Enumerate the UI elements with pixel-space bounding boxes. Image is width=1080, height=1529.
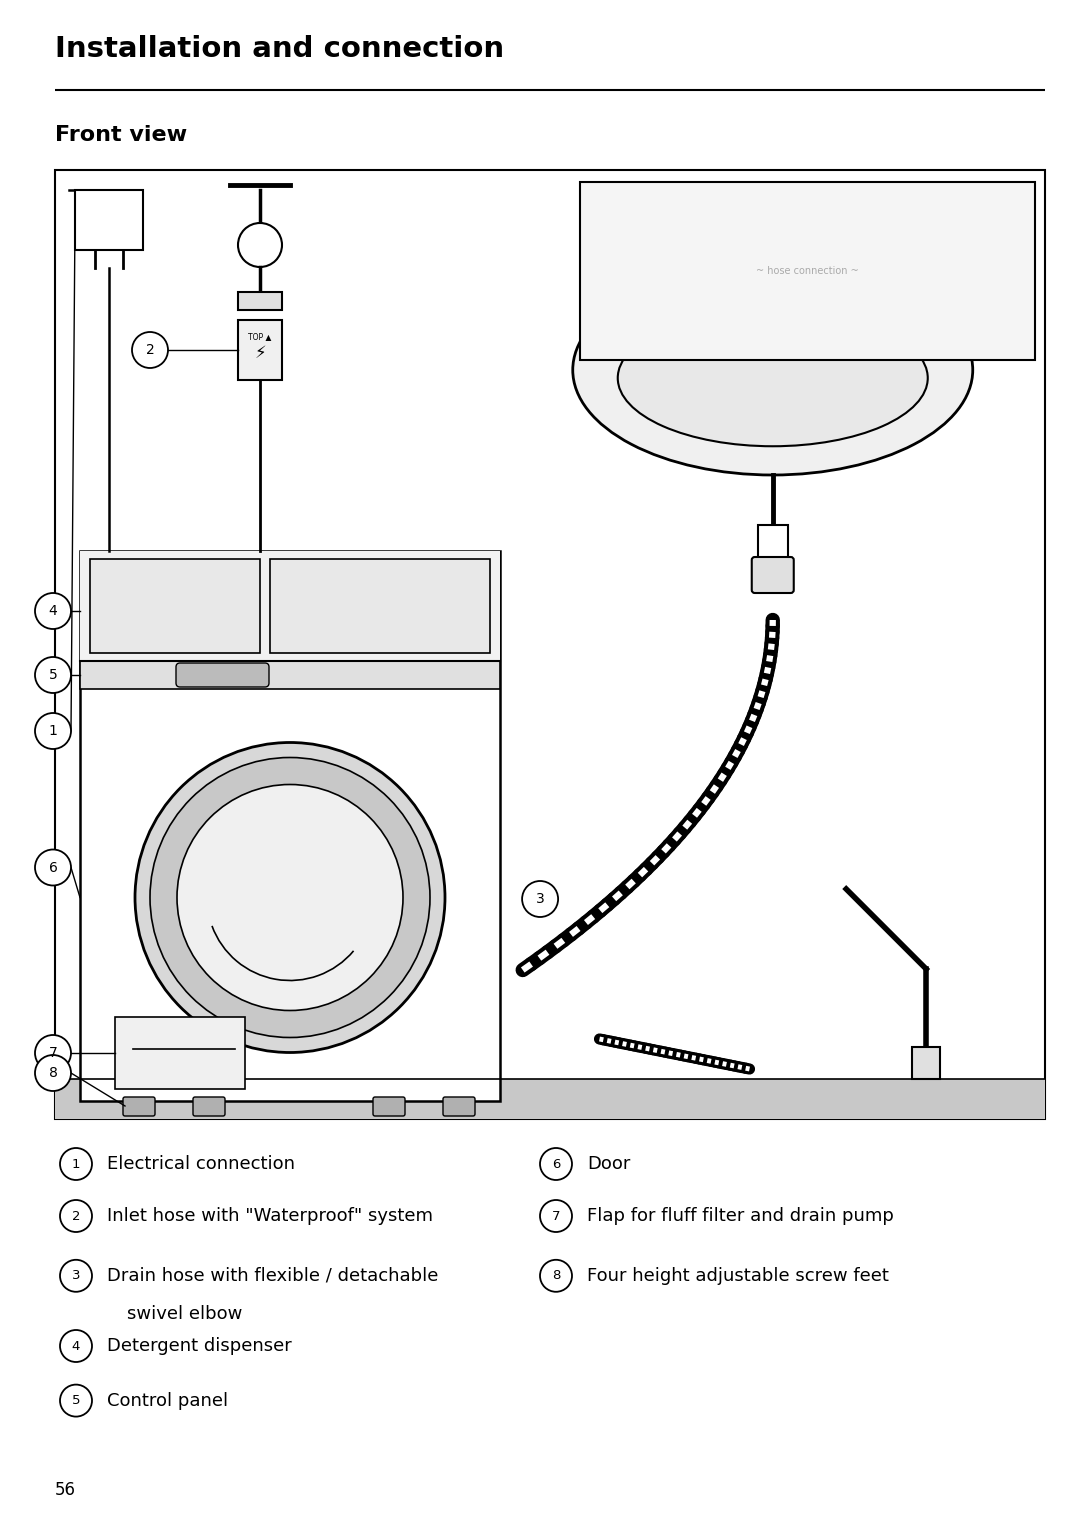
Text: 7: 7	[552, 1209, 561, 1223]
Text: Installation and connection: Installation and connection	[55, 35, 504, 63]
FancyBboxPatch shape	[238, 320, 282, 381]
Circle shape	[35, 1055, 71, 1092]
Circle shape	[132, 332, 168, 368]
FancyBboxPatch shape	[752, 557, 794, 593]
Text: 8: 8	[552, 1269, 561, 1283]
Text: Electrical connection: Electrical connection	[107, 1154, 295, 1173]
Bar	[80, 661, 500, 690]
Circle shape	[35, 713, 71, 749]
Bar	[55, 1079, 1045, 1119]
Text: 2: 2	[71, 1209, 80, 1223]
Circle shape	[177, 784, 403, 1011]
Text: 3: 3	[71, 1269, 80, 1283]
FancyBboxPatch shape	[443, 1096, 475, 1116]
Ellipse shape	[618, 310, 928, 446]
Circle shape	[238, 223, 282, 268]
Text: 6: 6	[49, 861, 57, 875]
Text: ⚡: ⚡	[254, 344, 266, 362]
FancyBboxPatch shape	[176, 664, 269, 687]
Text: Control panel: Control panel	[107, 1391, 228, 1410]
Text: TOP ▲: TOP ▲	[248, 332, 272, 341]
Circle shape	[60, 1148, 92, 1180]
Ellipse shape	[572, 265, 973, 476]
Circle shape	[60, 1330, 92, 1362]
Bar	[913, 1047, 941, 1079]
Bar	[580, 182, 1035, 359]
Text: 5: 5	[49, 668, 57, 682]
Text: Front view: Front view	[55, 125, 187, 145]
Text: 1: 1	[71, 1157, 80, 1171]
Bar	[114, 1017, 245, 1089]
Circle shape	[60, 1385, 92, 1416]
Circle shape	[35, 593, 71, 628]
Bar	[55, 170, 1045, 1119]
FancyBboxPatch shape	[75, 190, 143, 251]
Circle shape	[35, 850, 71, 885]
Text: 1: 1	[49, 725, 57, 739]
Circle shape	[35, 657, 71, 693]
Text: 4: 4	[49, 604, 57, 618]
Text: 56: 56	[55, 1482, 76, 1498]
Circle shape	[540, 1260, 572, 1292]
Text: 6: 6	[552, 1157, 561, 1171]
Circle shape	[540, 1148, 572, 1180]
Bar	[758, 524, 787, 560]
Text: 2: 2	[146, 342, 154, 356]
Bar	[270, 560, 490, 653]
Circle shape	[60, 1200, 92, 1232]
Circle shape	[35, 1035, 71, 1070]
Bar	[80, 550, 500, 661]
Text: Detergent dispenser: Detergent dispenser	[107, 1336, 292, 1355]
Text: Drain hose with flexible / detachable: Drain hose with flexible / detachable	[107, 1268, 438, 1284]
Bar	[90, 560, 260, 653]
Circle shape	[522, 881, 558, 917]
Bar	[80, 550, 500, 1101]
FancyBboxPatch shape	[238, 292, 282, 310]
Text: 8: 8	[49, 1066, 57, 1079]
Circle shape	[60, 1260, 92, 1292]
FancyBboxPatch shape	[123, 1096, 156, 1116]
Text: 4: 4	[71, 1339, 80, 1353]
Circle shape	[135, 743, 445, 1052]
Text: Four height adjustable screw feet: Four height adjustable screw feet	[588, 1268, 889, 1284]
Text: 7: 7	[49, 1046, 57, 1060]
Text: Flap for fluff filter and drain pump: Flap for fluff filter and drain pump	[588, 1206, 894, 1225]
Circle shape	[540, 1200, 572, 1232]
Text: 3: 3	[536, 891, 544, 907]
Text: 5: 5	[71, 1394, 80, 1407]
Text: Door: Door	[588, 1154, 631, 1173]
FancyBboxPatch shape	[373, 1096, 405, 1116]
FancyBboxPatch shape	[193, 1096, 225, 1116]
Circle shape	[150, 757, 430, 1038]
Text: Inlet hose with "Waterproof" system: Inlet hose with "Waterproof" system	[107, 1206, 433, 1225]
Text: swivel elbow: swivel elbow	[127, 1304, 242, 1323]
Text: ~ hose connection ~: ~ hose connection ~	[756, 266, 859, 277]
